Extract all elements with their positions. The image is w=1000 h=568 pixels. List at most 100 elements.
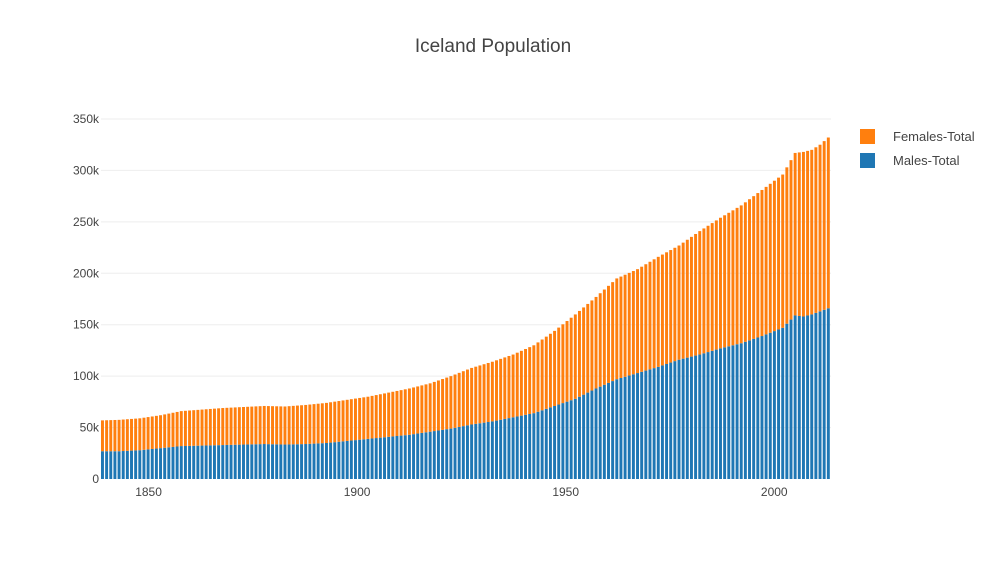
- bar-males[interactable]: [287, 444, 291, 479]
- bar-females[interactable]: [760, 189, 764, 337]
- bar-males[interactable]: [312, 443, 316, 479]
- bar-females[interactable]: [495, 360, 498, 421]
- bar-males[interactable]: [781, 327, 785, 479]
- bar-females[interactable]: [287, 406, 291, 445]
- legend-item-females[interactable]: Females-Total: [860, 124, 975, 148]
- bar-males[interactable]: [660, 365, 664, 479]
- bar-females[interactable]: [358, 397, 362, 440]
- bar-females[interactable]: [723, 215, 727, 348]
- bar-females[interactable]: [731, 210, 735, 346]
- bar-females[interactable]: [258, 406, 262, 445]
- bar-females[interactable]: [337, 401, 341, 442]
- bar-females[interactable]: [457, 372, 461, 427]
- bar-females[interactable]: [515, 352, 519, 417]
- bar-females[interactable]: [196, 409, 200, 446]
- bar-males[interactable]: [171, 446, 175, 479]
- bar-males[interactable]: [183, 445, 187, 479]
- bar-males[interactable]: [179, 446, 183, 479]
- bar-males[interactable]: [536, 411, 540, 479]
- bar-males[interactable]: [271, 444, 275, 479]
- bar-females[interactable]: [399, 390, 403, 436]
- bar-females[interactable]: [316, 403, 320, 444]
- bar-females[interactable]: [777, 177, 781, 330]
- bar-females[interactable]: [490, 361, 494, 422]
- bar-males[interactable]: [354, 440, 357, 479]
- bar-females[interactable]: [507, 355, 511, 419]
- bar-females[interactable]: [756, 193, 760, 338]
- bar-males[interactable]: [295, 444, 299, 479]
- bar-males[interactable]: [702, 353, 706, 479]
- bar-females[interactable]: [660, 254, 664, 366]
- bar-males[interactable]: [561, 403, 565, 479]
- bar-males[interactable]: [449, 428, 453, 479]
- bar-males[interactable]: [432, 431, 436, 479]
- bar-males[interactable]: [188, 445, 192, 479]
- bar-females[interactable]: [445, 377, 449, 430]
- bar-females[interactable]: [229, 407, 233, 445]
- bar-females[interactable]: [548, 333, 552, 408]
- bar-females[interactable]: [175, 411, 179, 447]
- bar-females[interactable]: [179, 411, 183, 447]
- bar-males[interactable]: [698, 354, 702, 479]
- bar-males[interactable]: [714, 349, 718, 479]
- bar-males[interactable]: [598, 386, 602, 479]
- bar-males[interactable]: [266, 444, 270, 479]
- bar-males[interactable]: [341, 441, 345, 479]
- bar-males[interactable]: [441, 429, 445, 479]
- bar-females[interactable]: [407, 388, 411, 435]
- bar-males[interactable]: [192, 445, 196, 479]
- bar-females[interactable]: [474, 366, 478, 424]
- bar-females[interactable]: [677, 245, 681, 360]
- bar-males[interactable]: [146, 449, 150, 479]
- bar-females[interactable]: [138, 418, 142, 451]
- bar-females[interactable]: [710, 223, 714, 351]
- bar-females[interactable]: [200, 409, 204, 446]
- bar-females[interactable]: [320, 403, 324, 444]
- bar-females[interactable]: [329, 402, 333, 443]
- bar-males[interactable]: [689, 356, 693, 479]
- bar-males[interactable]: [719, 348, 722, 479]
- bar-males[interactable]: [548, 407, 552, 479]
- bar-females[interactable]: [818, 144, 822, 312]
- bar-females[interactable]: [192, 410, 196, 446]
- bar-males[interactable]: [196, 445, 200, 479]
- bar-males[interactable]: [594, 388, 598, 479]
- bar-males[interactable]: [457, 426, 461, 479]
- bar-males[interactable]: [777, 329, 781, 479]
- bar-females[interactable]: [528, 347, 532, 414]
- bar-males[interactable]: [175, 446, 179, 479]
- bar-males[interactable]: [532, 413, 536, 479]
- bar-males[interactable]: [470, 424, 474, 479]
- bar-females[interactable]: [594, 296, 598, 389]
- bar-males[interactable]: [212, 445, 216, 479]
- bar-females[interactable]: [714, 220, 718, 350]
- bar-females[interactable]: [134, 418, 138, 451]
- bar-males[interactable]: [283, 444, 287, 479]
- bar-males[interactable]: [760, 336, 764, 479]
- bar-males[interactable]: [818, 311, 822, 479]
- bar-males[interactable]: [113, 451, 117, 479]
- bar-males[interactable]: [125, 450, 129, 479]
- bar-males[interactable]: [631, 374, 635, 479]
- bar-females[interactable]: [233, 407, 237, 445]
- bar-males[interactable]: [109, 451, 113, 479]
- bar-males[interactable]: [208, 445, 212, 479]
- bar-males[interactable]: [163, 447, 167, 479]
- bar-males[interactable]: [478, 423, 482, 479]
- bar-females[interactable]: [424, 384, 428, 433]
- bar-females[interactable]: [565, 321, 569, 402]
- bar-females[interactable]: [822, 141, 826, 310]
- bar-males[interactable]: [801, 316, 805, 479]
- bar-females[interactable]: [623, 274, 627, 377]
- bar-males[interactable]: [519, 415, 523, 479]
- bar-females[interactable]: [544, 336, 548, 409]
- bar-males[interactable]: [200, 445, 204, 479]
- bar-males[interactable]: [424, 432, 428, 479]
- bar-females[interactable]: [449, 376, 453, 429]
- bar-males[interactable]: [673, 361, 677, 479]
- bar-males[interactable]: [229, 444, 233, 479]
- bar-females[interactable]: [308, 404, 312, 444]
- bar-females[interactable]: [142, 417, 146, 450]
- bar-males[interactable]: [590, 390, 594, 479]
- bar-females[interactable]: [673, 247, 677, 362]
